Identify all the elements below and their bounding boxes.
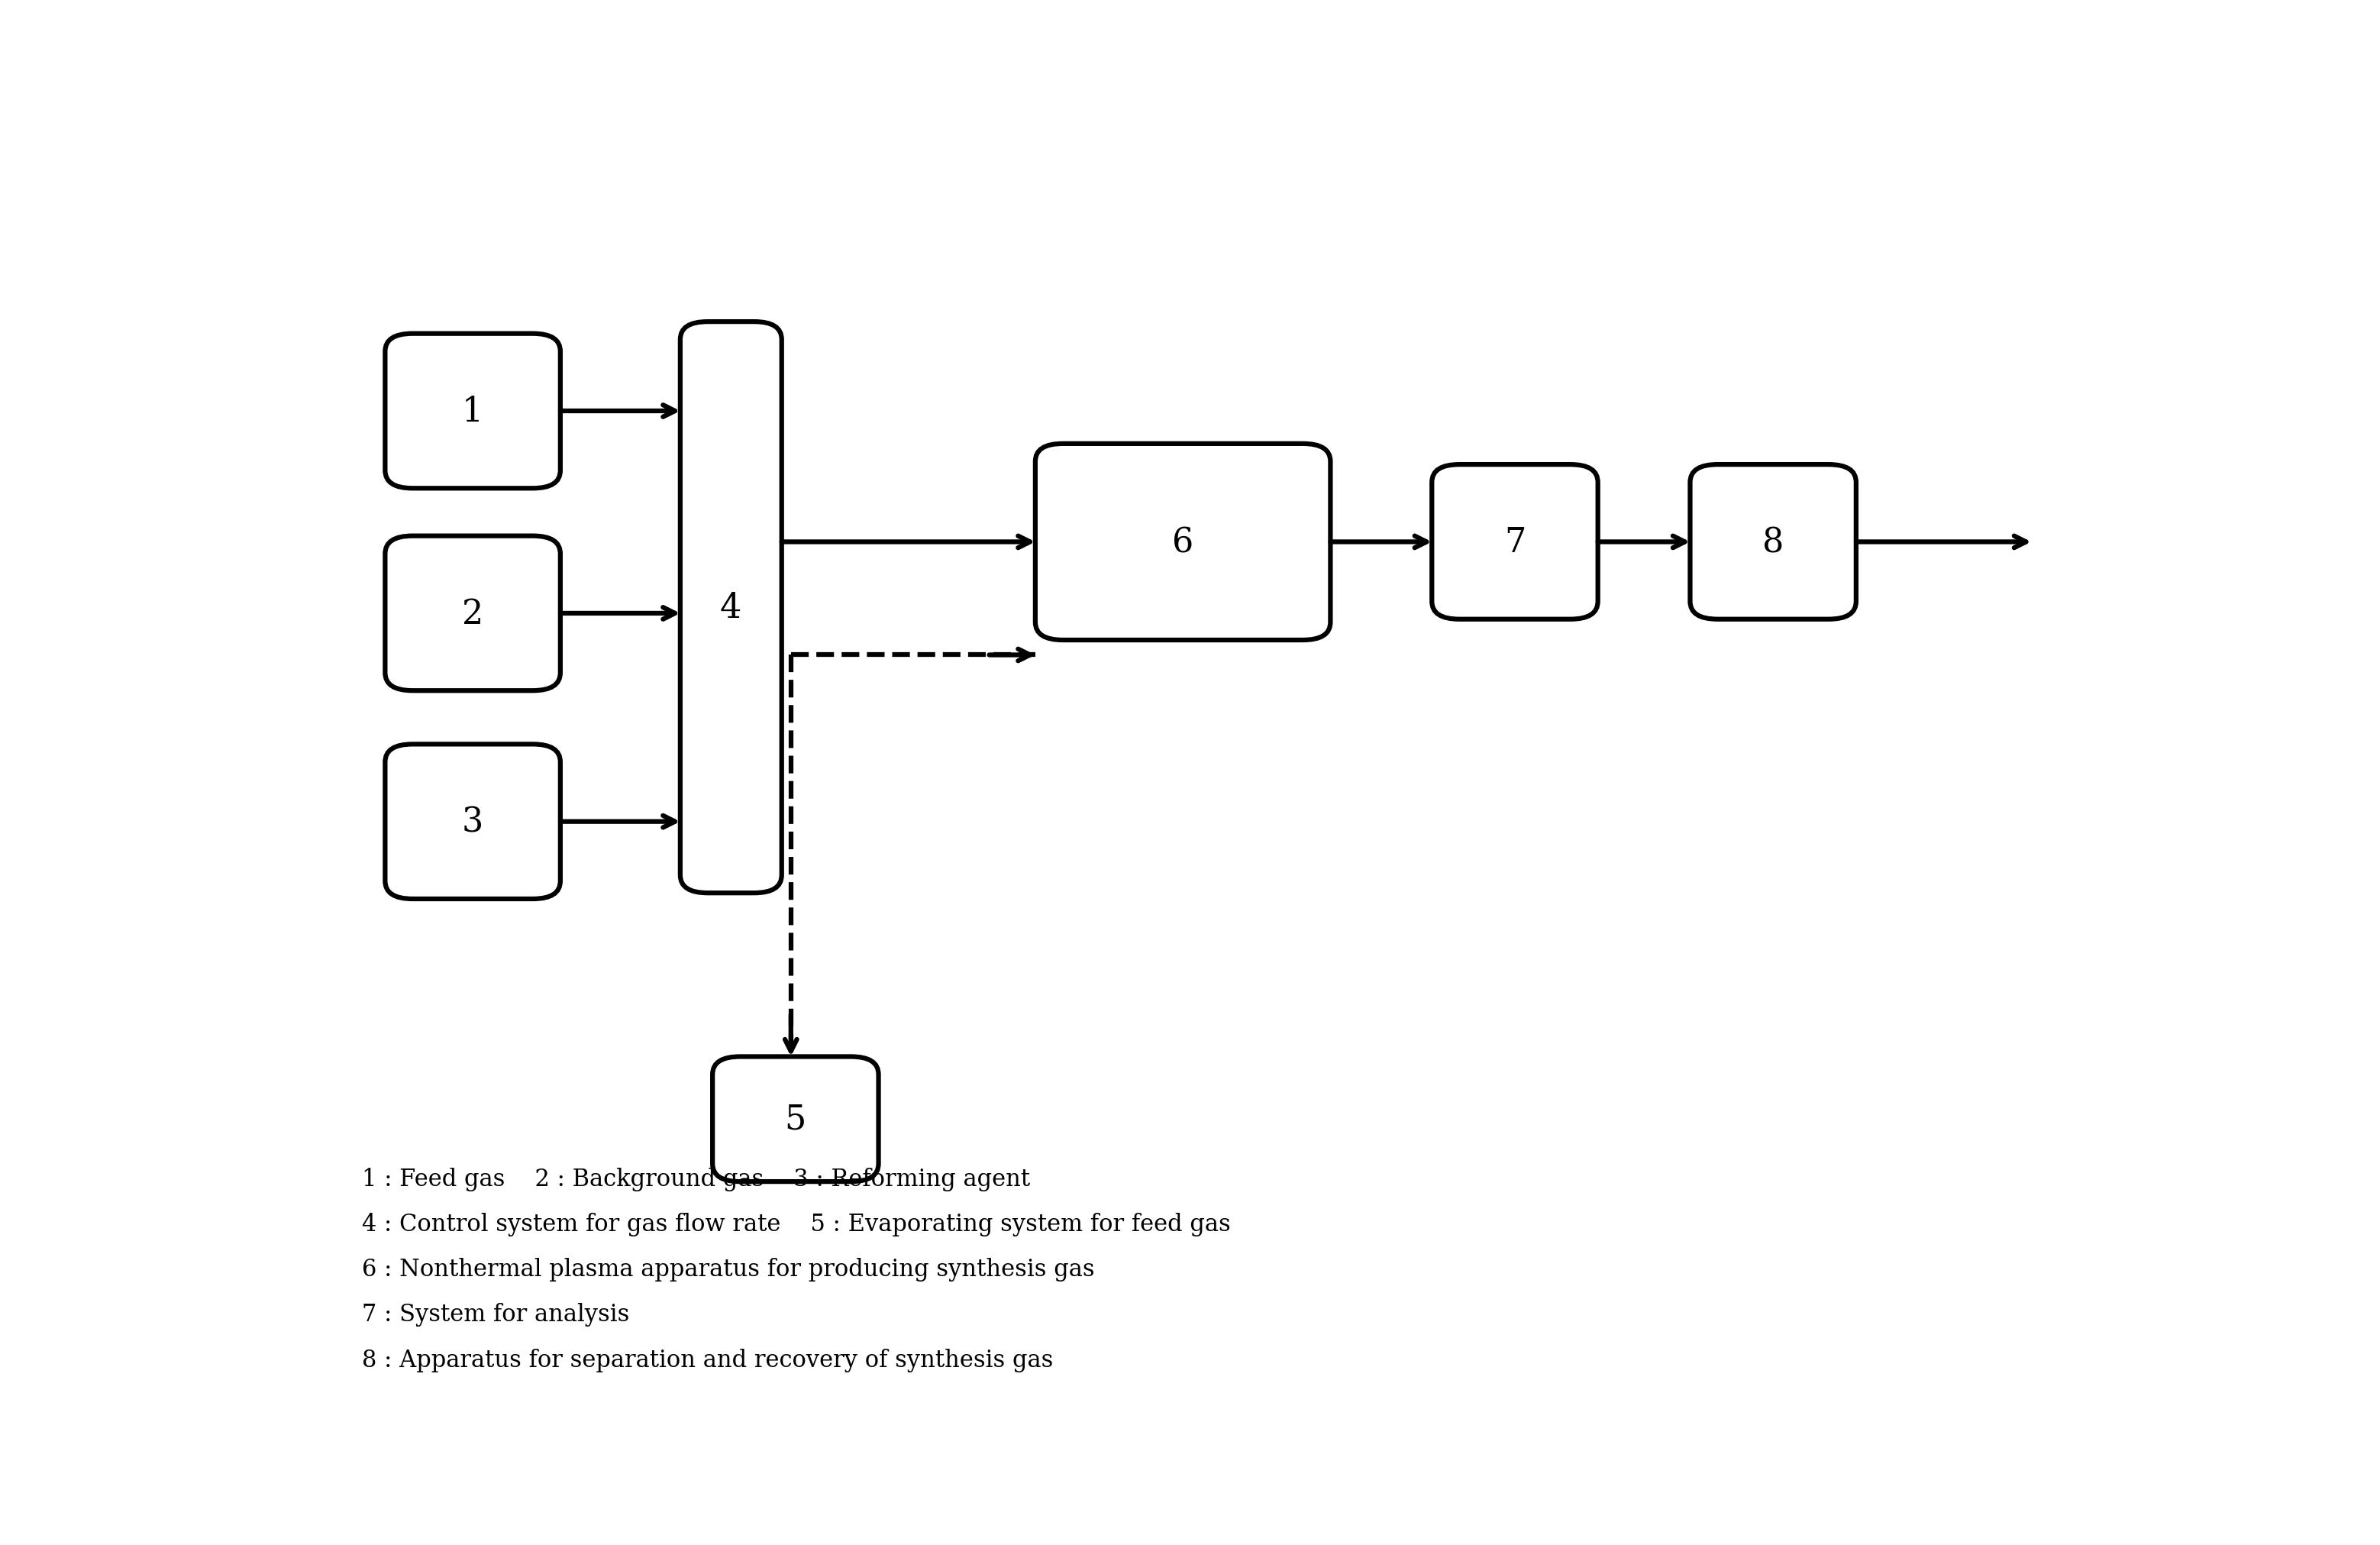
Text: 3: 3 [462, 805, 483, 839]
FancyBboxPatch shape [386, 536, 559, 691]
Text: 7: 7 [1504, 525, 1526, 559]
FancyBboxPatch shape [1690, 465, 1856, 620]
FancyBboxPatch shape [386, 745, 559, 899]
FancyBboxPatch shape [681, 323, 781, 893]
FancyBboxPatch shape [712, 1057, 878, 1182]
Text: 4 : Control system for gas flow rate    5 : Evaporating system for feed gas: 4 : Control system for gas flow rate 5 :… [362, 1213, 1230, 1236]
Text: 7 : System for analysis: 7 : System for analysis [362, 1302, 631, 1326]
Text: 6: 6 [1171, 525, 1195, 559]
Text: 1: 1 [462, 396, 483, 428]
Text: 8: 8 [1761, 525, 1785, 559]
FancyBboxPatch shape [386, 334, 559, 488]
FancyBboxPatch shape [1035, 443, 1330, 641]
Text: 8 : Apparatus for separation and recovery of synthesis gas: 8 : Apparatus for separation and recover… [362, 1347, 1054, 1372]
Text: 5: 5 [785, 1103, 807, 1136]
Text: 4: 4 [721, 592, 743, 624]
Text: 6 : Nonthermal plasma apparatus for producing synthesis gas: 6 : Nonthermal plasma apparatus for prod… [362, 1258, 1095, 1281]
FancyBboxPatch shape [1433, 465, 1597, 620]
Text: 1 : Feed gas    2 : Background gas    3 : Reforming agent: 1 : Feed gas 2 : Background gas 3 : Refo… [362, 1166, 1031, 1191]
Text: 2: 2 [462, 598, 483, 630]
